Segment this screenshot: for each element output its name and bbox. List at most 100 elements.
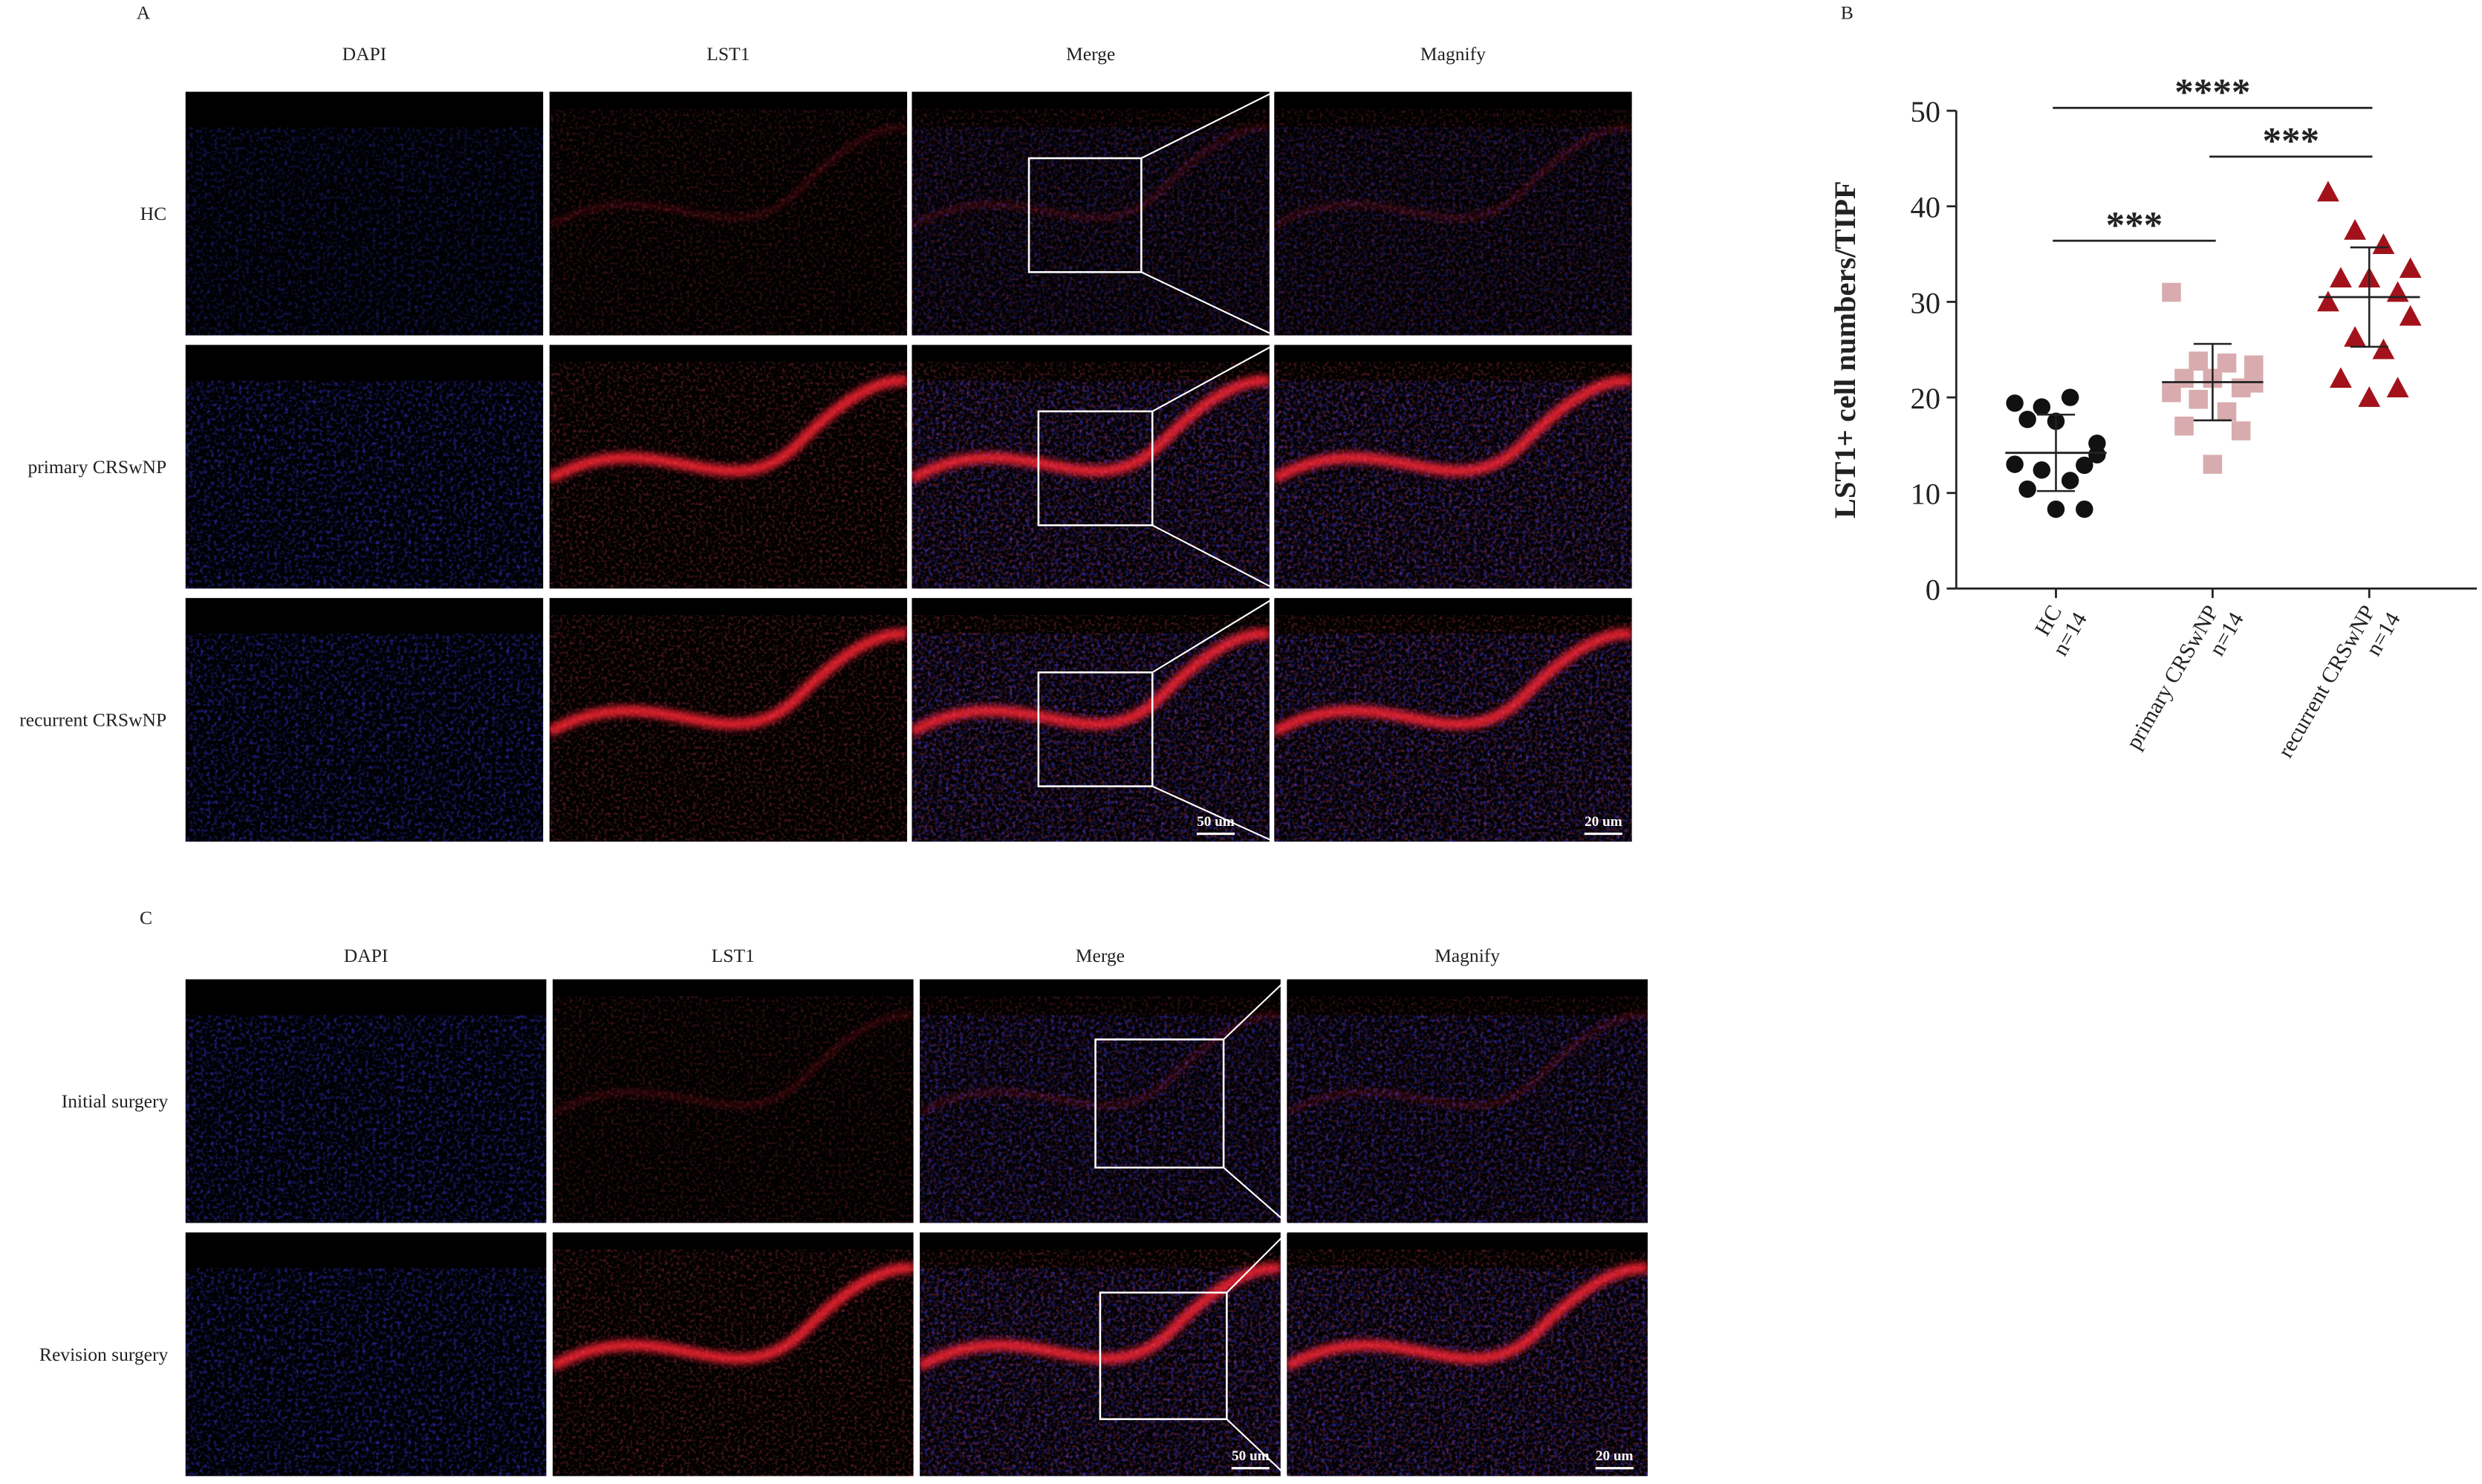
zoom-line [1226,1418,1288,1477]
micrograph [549,598,908,842]
row-label: Revision surgery [39,1344,169,1365]
image-content [1287,1263,1648,1477]
column-header: Magnify [1435,945,1500,966]
point [2386,281,2409,302]
image-content [1287,1013,1648,1223]
y-tick-label: 20 [1911,382,1940,415]
significance-label: *** [2106,204,2163,247]
image-content [920,1013,1281,1223]
point [2231,421,2251,440]
point [2189,351,2208,371]
point [2076,500,2093,518]
image-content [1274,628,1632,842]
zoom-box [1027,157,1143,273]
image-content [1274,126,1632,336]
point [2329,267,2352,288]
point [2174,416,2194,436]
zoom-box [1037,410,1154,527]
significance-label: **** [2174,71,2250,114]
image-content [185,127,544,336]
zoom-line [1223,978,1288,1041]
column-header: DAPI [342,43,387,65]
column-header: Merge [1076,945,1125,966]
image-content [185,634,544,842]
point [2244,355,2264,375]
speckle [549,128,908,324]
speckle [549,381,908,576]
speckle [549,634,908,830]
micrograph [1274,345,1632,589]
image-content [552,1263,914,1464]
micrograph [185,345,544,589]
zoom-line [1140,271,1275,336]
micrograph [552,979,914,1223]
micrograph [912,91,1270,336]
row-label: HC [140,203,167,224]
image-content [912,375,1270,589]
point [2372,338,2395,359]
scale-bar-label: 50 um [1232,1448,1270,1464]
speckle [552,1269,914,1464]
speckle [1287,1015,1648,1211]
image-content [552,1013,914,1211]
category-name: recurrent CRSwNP [2273,601,2380,762]
image-content [1274,375,1632,589]
micrograph [1287,1232,1648,1477]
scale-bar-label: 20 um [1585,814,1622,830]
micrograph [549,91,908,336]
image-content [912,628,1270,842]
point [2047,500,2065,518]
nuclei [185,1015,547,1223]
point [2162,282,2181,302]
nuclei [185,380,544,589]
point [2316,180,2339,202]
point [2344,219,2366,240]
row-label: recurrent CRSwNP [19,709,166,731]
micrograph [912,345,1270,589]
scale-bar-label: 50 um [1197,814,1235,830]
y-tick-label: 30 [1911,286,1940,319]
point [2358,386,2381,407]
column-header: Merge [1066,43,1115,65]
speckle [1274,128,1632,324]
point [2076,456,2093,475]
point [2061,472,2079,489]
micrographs [185,91,1648,1477]
speckle [912,381,1270,576]
image-content [912,126,1270,336]
zoom-line [1151,785,1275,843]
significance-label: *** [2262,120,2319,163]
micrograph [1287,979,1648,1223]
nuclei [185,1268,547,1477]
image-content [549,126,908,324]
y-axis-label: LST1+ cell numbers/TIPF [1828,180,1862,518]
micrograph [185,598,544,842]
point [2329,367,2352,388]
point [2386,377,2409,397]
zoom-line [1151,344,1275,412]
scale-bar-label: 20 um [1596,1448,1634,1464]
point [2018,410,2036,429]
point [2203,455,2223,474]
zoom-box [1099,1291,1228,1420]
micrograph [185,1232,547,1477]
column-header: DAPI [344,945,389,966]
zoom-line [1223,1167,1287,1224]
speckle [1287,1269,1648,1464]
panel-label: B [1841,2,1854,24]
point [2399,257,2422,279]
point [2189,389,2208,409]
point [2372,233,2395,255]
category-name: primary CRSwNP [2121,601,2223,753]
speckle [912,634,1270,830]
speckle [1274,381,1632,576]
point [2217,402,2237,422]
point [2033,398,2051,416]
point [2033,461,2051,479]
point [2088,446,2106,463]
micrograph [1274,91,1632,336]
image-content [185,1268,547,1477]
zoom-box [1037,671,1154,787]
